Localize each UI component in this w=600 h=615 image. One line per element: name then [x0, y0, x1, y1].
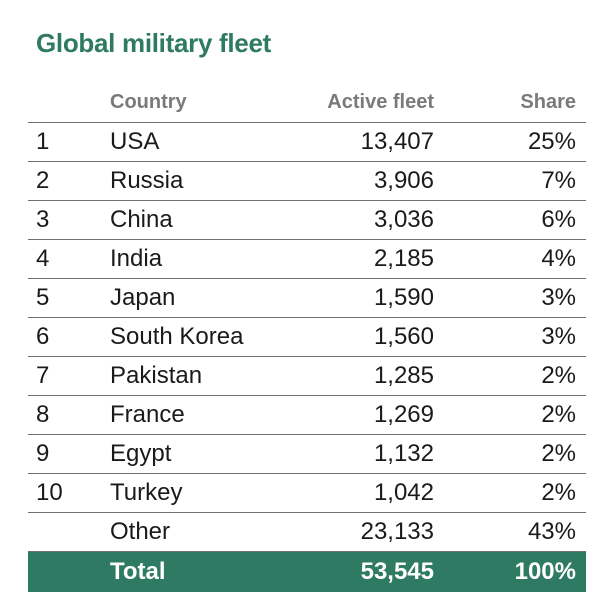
rank-cell: 8 [36, 401, 50, 428]
header-country: Country [110, 91, 187, 113]
country-cell: USA [110, 128, 160, 155]
total-label: Total [110, 558, 166, 585]
fleet-cell: 1,132 [373, 440, 434, 467]
table-row: 7 Pakistan 1,285 2% [28, 357, 586, 396]
chart-title: Global military fleet [36, 28, 271, 58]
share-cell: 2% [541, 401, 576, 428]
fleet-cell: 1,560 [373, 323, 434, 350]
table-row: 9 Egypt 1,132 2% [28, 435, 586, 474]
country-cell: China [110, 206, 173, 233]
table-row: 2 Russia 3,906 7% [28, 162, 586, 201]
table-row: 4 India 2,185 4% [28, 240, 586, 279]
table-row: 6 South Korea 1,560 3% [28, 318, 586, 357]
country-cell: Turkey [110, 479, 183, 506]
fleet-cell: 2,185 [373, 245, 434, 272]
fleet-table: Country Active fleet Share 1 USA 13,407 25%… [28, 85, 586, 592]
table-body: 1 USA 13,407 25% 2 Russia 3,906 7% 3 China 3,036 6%… [28, 123, 586, 552]
share-cell: 4% [541, 245, 576, 272]
country-cell: France [110, 401, 185, 428]
country-cell: Russia [110, 167, 184, 194]
country-cell: Egypt [110, 440, 172, 467]
country-cell: South Korea [110, 323, 244, 350]
total-fleet: 53,545 [360, 558, 434, 585]
total-share: 100% [514, 558, 576, 585]
table-row: 8 France 1,269 2% [28, 396, 586, 435]
table-row: 3 China 3,036 6% [28, 201, 586, 240]
rank-cell: 2 [36, 167, 50, 194]
fleet-cell: 13,407 [360, 128, 434, 155]
rank-cell: 10 [36, 479, 63, 506]
rank-cell: 4 [36, 245, 50, 272]
share-cell: 25% [527, 128, 576, 155]
share-cell: 43% [527, 518, 576, 545]
header-active-fleet: Active fleet [327, 91, 434, 113]
rank-cell: 1 [36, 128, 50, 155]
table-row: 1 USA 13,407 25% [28, 123, 586, 162]
country-cell: India [110, 245, 163, 272]
rank-cell: 3 [36, 206, 50, 233]
share-cell: 3% [541, 284, 576, 311]
table-row: 10 Turkey 1,042 2% [28, 474, 586, 513]
country-cell: Japan [110, 284, 176, 311]
table-header: Country Active fleet Share [28, 85, 586, 123]
share-cell: 2% [541, 362, 576, 389]
fleet-cell: 1,042 [373, 479, 434, 506]
total-row: Total 53,545 100% [28, 552, 586, 592]
fleet-cell: 1,590 [373, 284, 434, 311]
rank-cell: 6 [36, 323, 50, 350]
rank-cell: 9 [36, 440, 50, 467]
fleet-cell: 3,036 [373, 206, 434, 233]
share-cell: 2% [541, 440, 576, 467]
fleet-cell: 1,269 [373, 401, 434, 428]
rank-cell: 5 [36, 284, 50, 311]
fleet-cell: 23,133 [360, 518, 434, 545]
share-cell: 6% [541, 206, 576, 233]
rank-cell: 7 [36, 362, 50, 389]
header-share: Share [520, 91, 576, 113]
share-cell: 3% [541, 323, 576, 350]
country-cell: Pakistan [110, 362, 203, 389]
country-cell: Other [110, 518, 171, 545]
table-row: 5 Japan 1,590 3% [28, 279, 586, 318]
fleet-cell: 1,285 [373, 362, 434, 389]
share-cell: 7% [541, 167, 576, 194]
fleet-cell: 3,906 [373, 167, 434, 194]
share-cell: 2% [541, 479, 576, 506]
table-row: Other 23,133 43% [28, 513, 586, 552]
